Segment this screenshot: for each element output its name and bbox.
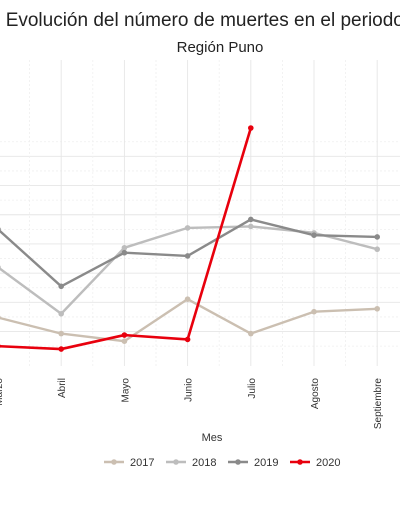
series-lines [0,127,378,351]
legend-label-2020: 2020 [316,457,340,469]
x-tick-label: Julio [247,378,258,399]
legend-key-point-2019 [235,459,241,465]
legend-label-2017: 2017 [130,457,154,469]
point-2018-junio [184,225,191,231]
x-tick-label: Agosto [310,378,321,410]
x-tick-label: Abril [57,378,68,398]
legend-key-point-2017 [111,459,117,465]
x-tick-label: Septiembre [373,378,384,430]
point-2017-abril [58,330,64,337]
point-2020-mayo [121,332,128,338]
point-2020-marzo [0,344,1,349]
legend-label-2019: 2019 [254,457,278,469]
point-2018-marzo [0,265,1,270]
point-2017-mayo [121,338,128,344]
legend-label-2018: 2018 [192,457,216,469]
point-2017-septiembre [374,305,381,312]
legend-key-point-2020 [297,459,303,465]
point-2020-abril [58,346,64,352]
point-2019-septiembre [374,234,381,240]
legend: 2017 2018 2019 2020 [104,457,340,469]
grid-lines [0,60,400,366]
x-tick-label: Marzo [0,378,5,406]
point-2017-marzo [0,315,1,320]
point-2018-mayo [121,244,128,251]
point-2019-junio [184,253,191,259]
x-axis-ticks: Marzo Abril Mayo Junio Julio Agosto Septiembre [0,378,384,430]
legend-key-point-2018 [173,459,179,465]
point-2019-agosto [311,232,317,238]
x-tick-label: Mayo [120,378,131,403]
point-2019-mayo [121,249,128,256]
x-tick-label: Junio [184,378,195,402]
point-2019-julio [248,216,254,223]
point-2018-julio [248,223,254,230]
point-2019-marzo [0,227,1,232]
series-points [0,125,381,352]
point-2017-agosto [311,308,317,315]
point-2018-septiembre [374,246,381,253]
point-2019-abril [58,283,64,290]
chart-subtitle: Región Puno [177,39,264,56]
series-line-2020 [0,127,253,351]
point-2020-julio [248,125,254,131]
point-2018-abril [58,310,64,317]
point-2017-julio [248,330,254,337]
chart-title: Evolución del número de muertes en el pe… [6,10,400,31]
x-axis-title: Mes [202,432,223,444]
point-2020-junio [184,336,191,343]
point-2017-junio [184,296,191,302]
